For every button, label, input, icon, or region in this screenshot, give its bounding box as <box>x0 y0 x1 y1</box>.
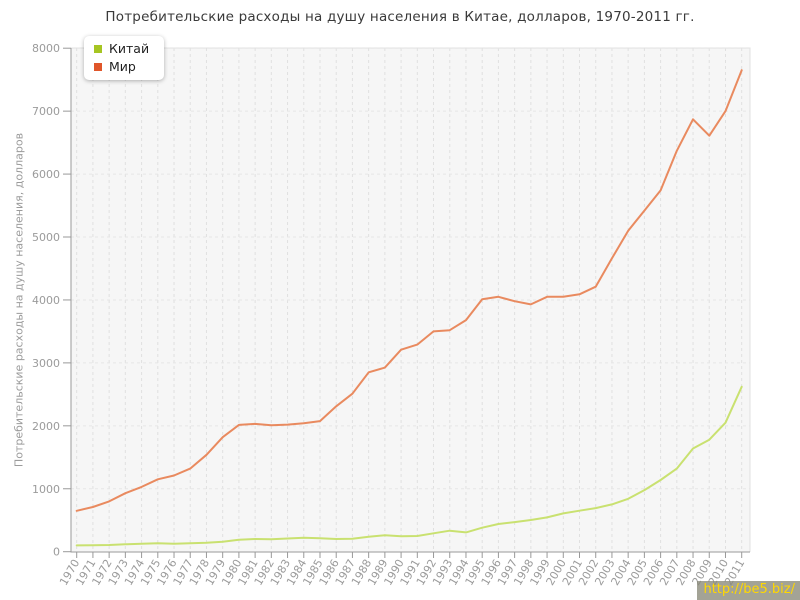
y-tick-label: 2000 <box>32 420 60 433</box>
legend-item-china[interactable]: Китай <box>94 41 150 56</box>
chart-title: Потребительские расходы на душу населени… <box>105 9 695 25</box>
y-tick-label: 1000 <box>32 483 60 496</box>
y-tick-label: 7000 <box>32 105 60 118</box>
legend: Китай Мир <box>84 36 165 80</box>
world-series-line <box>75 69 743 512</box>
y-tick-label: 8000 <box>32 42 60 55</box>
legend-item-world[interactable]: Мир <box>94 58 149 74</box>
legend-label-china: Китай <box>109 41 150 56</box>
watermark-link[interactable]: http://be5.biz/ <box>697 581 800 600</box>
y-tick-label: 5000 <box>32 231 60 244</box>
china-series-line <box>75 385 743 547</box>
y-tick-label: 0 <box>53 546 60 559</box>
y-tick-label: 3000 <box>32 357 60 370</box>
y-tick-label: 6000 <box>32 168 60 181</box>
y-tick-label: 4000 <box>32 294 60 307</box>
world-legend-swatch-icon <box>94 62 102 71</box>
china-legend-swatch-icon <box>94 45 102 54</box>
legend-label-world: Мир <box>109 58 136 74</box>
